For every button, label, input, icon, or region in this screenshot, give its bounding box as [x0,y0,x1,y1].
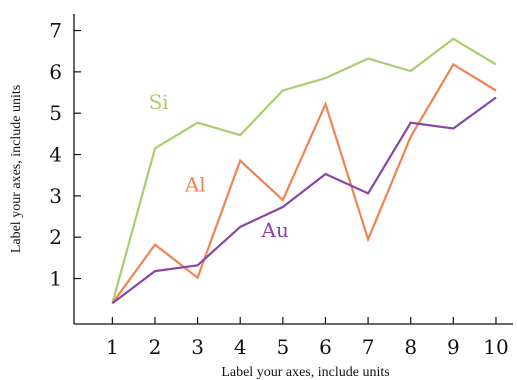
y-tick-label: 6 [49,60,62,84]
y-tick-label: 7 [49,19,62,43]
y-tick-label: 2 [49,225,62,249]
x-tick-label: 7 [362,335,375,359]
series-label-si: Si [149,90,169,114]
y-tick-label: 3 [49,184,62,208]
series-labels: Si Al Au [149,90,289,242]
x-tick-label: 8 [404,335,417,359]
series-label-au: Au [261,218,289,242]
y-tick-label: 1 [49,267,62,291]
y-tick-label: 4 [49,143,62,167]
x-tick-label: 9 [447,335,460,359]
series-line-si [111,37,497,304]
y-axis-title: Label your axes, include units [9,85,24,253]
y-tick-label: 5 [49,101,62,125]
series-line-au [111,96,497,305]
x-tick-label: 6 [319,335,332,359]
series-line-al [111,62,497,304]
x-tick-label: 2 [149,335,162,359]
x-tick-label: 5 [276,335,289,359]
axes: 1 2 3 4 5 6 7 1 2 3 4 5 6 7 8 9 10 [49,14,513,359]
series-label-al: Al [184,173,206,197]
x-tick-label: 1 [106,335,119,359]
x-tick-label: 10 [483,335,508,359]
x-axis-title: Label your axes, include units [221,365,389,380]
x-tick-label: 4 [234,335,247,359]
series-lines [111,37,497,305]
x-tick-label: 3 [191,335,204,359]
